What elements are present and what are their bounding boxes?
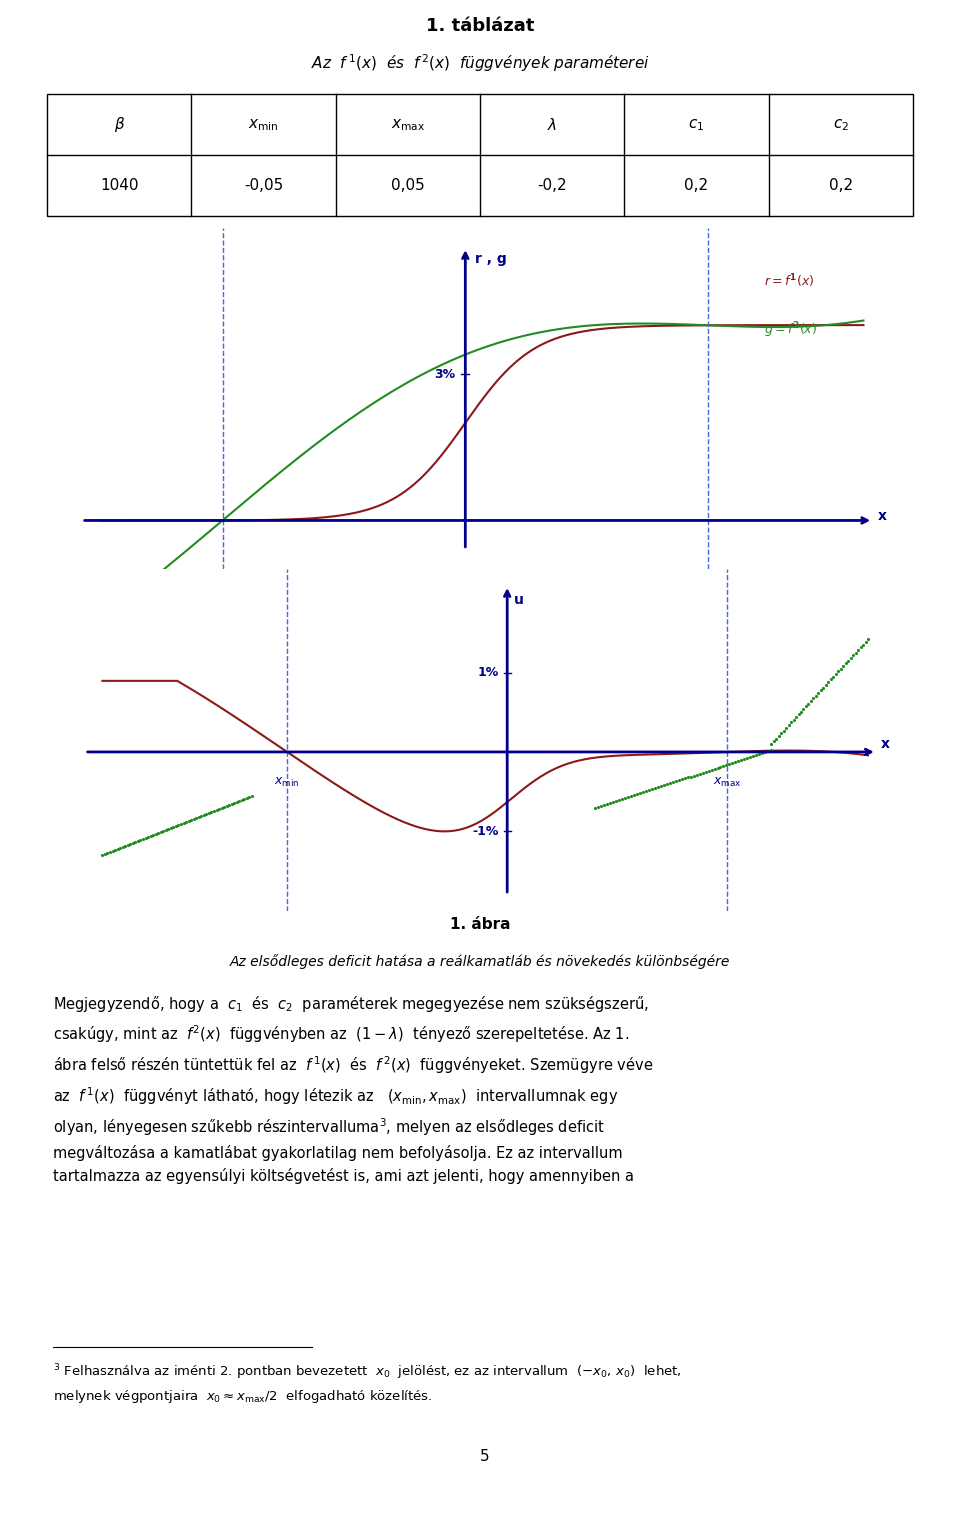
Text: $g = f^{\mathbf{2}}(x)$: $g = f^{\mathbf{2}}(x)$ [764,320,817,340]
Text: $x_{\rm max}$: $x_{\rm max}$ [391,117,425,132]
Text: $\beta$: $\beta$ [113,115,125,134]
Text: 1040: 1040 [100,178,138,193]
Text: x: x [881,738,890,751]
Text: $x_{\rm min}$: $x_{\rm min}$ [249,117,279,132]
Text: r , g: r , g [475,252,507,266]
Text: $c_1$: $c_1$ [688,117,705,132]
Text: 0,05: 0,05 [391,178,424,193]
Text: Megjegyzendő, hogy a  $c_1$  és  $c_2$  paraméterek megegyezése nem szükségszerű: Megjegyzendő, hogy a $c_1$ és $c_2$ para… [53,994,653,1184]
Text: $x_{\rm min}$: $x_{\rm min}$ [275,776,300,789]
Text: 1. táblázat: 1. táblázat [426,17,534,35]
Text: 0,2: 0,2 [828,178,852,193]
Text: $x_{\rm max}$: $x_{\rm max}$ [713,776,741,789]
Text: 3%: 3% [435,367,456,381]
Text: 5: 5 [480,1448,490,1463]
Text: $c_2$: $c_2$ [832,117,849,132]
Text: 1%: 1% [477,666,498,679]
Text: u: u [514,594,523,607]
Text: -1%: -1% [472,824,498,838]
Text: 1. ábra: 1. ábra [449,917,511,932]
Text: $^3$ Felhasználva az iménti 2. pontban bevezetett  $x_0$  jelölést, ez az interv: $^3$ Felhasználva az iménti 2. pontban b… [53,1362,682,1404]
Text: $r = f^{\mathbf{1}}(x)$: $r = f^{\mathbf{1}}(x)$ [764,273,814,290]
Text: $\lambda$: $\lambda$ [547,117,557,132]
Text: x: x [878,509,887,522]
Text: Az elsődleges deficit hatása a reálkamatláb és növekedés különbségére: Az elsődleges deficit hatása a reálkamat… [229,953,731,968]
Text: Az  $f^{\,1}(x)$  és  $f^{\,2}(x)$  függvények paraméterei: Az $f^{\,1}(x)$ és $f^{\,2}(x)$ függvény… [311,53,649,74]
Text: -0,2: -0,2 [538,178,567,193]
Text: -0,05: -0,05 [244,178,283,193]
Text: 0,2: 0,2 [684,178,708,193]
